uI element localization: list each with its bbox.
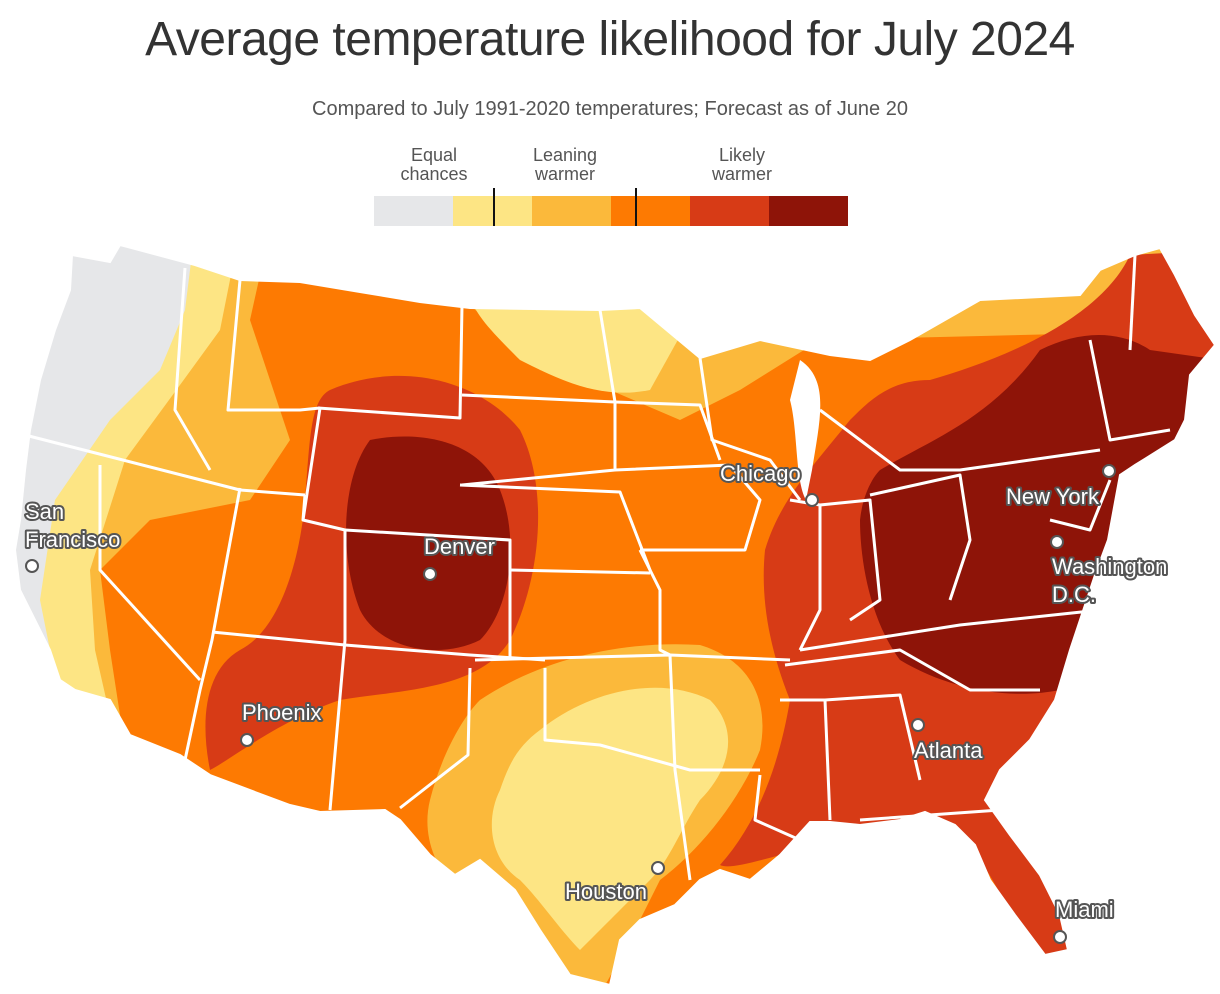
state-border [784,648,1040,692]
state-border [173,267,212,471]
state-border [543,668,760,772]
state-border [211,630,546,662]
legend-label-likely-warmer: Likely warmer [682,146,802,184]
lake-michigan [790,360,821,500]
map-subtitle: Compared to July 1991-2020 temperatures;… [312,98,908,120]
city-label-miami: Miami [1055,897,1114,922]
city-dot-chicago [805,493,819,507]
legend-label-line: Likely [718,145,766,165]
legend-divider [635,188,637,226]
state-border [1128,254,1137,351]
zone-likely-warmer-3 [860,335,1215,694]
zone-likely-warmer-3 [346,436,511,650]
legend-swatch-leaning-warmer-1 [453,196,532,226]
legend-label-line: warmer [534,164,595,184]
map-title: Average temperature likelihood for July … [145,13,1075,66]
state-border [789,498,822,651]
state-border [819,498,882,622]
city-label-washington-2: D.C. [1052,582,1096,607]
likelihood-zones [15,245,1215,985]
state-border [183,487,242,761]
state-border [344,528,512,660]
city-label-houston: Houston [565,879,647,904]
legend-label-line: Leaning [532,145,598,165]
city-label-san-francisco-1: San [25,499,64,524]
state-border [614,463,762,552]
legend-swatches [374,196,848,226]
state-borders [24,254,1171,881]
legend-label-leaning-warmer: Leaning warmer [505,146,625,184]
state-border [869,473,972,601]
legend-swatch-leaning-warmer-2 [532,196,611,226]
state-border [226,279,321,412]
city-dot-miami [1053,930,1067,944]
legend-label-line: warmer [711,164,772,184]
state-border [1049,479,1112,532]
legend-divider [493,188,495,226]
city-dot-houston [651,861,665,875]
state-border [509,568,651,575]
state-border [799,608,1101,652]
city-labels: San Francisco Denver Phoenix Chicago New… [23,459,1169,924]
us-outline [13,243,1217,987]
state-border [317,304,464,420]
city-dot-atlanta [911,718,925,732]
city-label-denver: Denver [424,534,495,559]
legend-label-line: Equal [410,145,458,165]
state-border [753,774,801,842]
state-border [668,654,692,881]
city-dot-phoenix [240,733,254,747]
state-border [459,483,652,571]
state-border [461,393,617,487]
legend-swatch-likely-warmer-1 [611,196,690,226]
city-dot-san-francisco [25,559,39,573]
legend-swatch-likely-warmer-2 [690,196,769,226]
state-border [698,357,802,501]
legend-swatch-likely-warmer-3 [769,196,848,226]
state-border [1088,339,1171,442]
state-border [638,549,671,657]
city-dot-washington-dc [1050,535,1064,549]
zone-leaning-warmer-1 [491,687,729,950]
city-label-phoenix: Phoenix [242,700,322,725]
city-dot-denver [423,567,437,581]
state-border [598,309,617,403]
city-label-washington-1: Washington [1052,554,1167,579]
city-label-atlanta: Atlanta [914,738,983,763]
city-dot-new-york [1102,464,1116,478]
state-border [302,518,347,811]
legend-label-line: chances [400,164,468,184]
city-label-new-york: New York [1006,484,1100,509]
state-border [824,693,922,781]
city-label-chicago: Chicago [720,461,801,486]
city-markers [25,464,1116,944]
legend: Equal chances Leaning warmer Likely warm… [374,146,848,228]
legend-swatch-equal-chances [374,196,453,226]
city-label-san-francisco-2: Francisco [25,527,120,552]
legend-label-equal-chances: Equal chances [374,146,494,184]
state-border [399,667,472,810]
zone-leaning-warmer-1 [470,290,700,393]
state-border [98,465,202,682]
state-border [819,408,1101,472]
